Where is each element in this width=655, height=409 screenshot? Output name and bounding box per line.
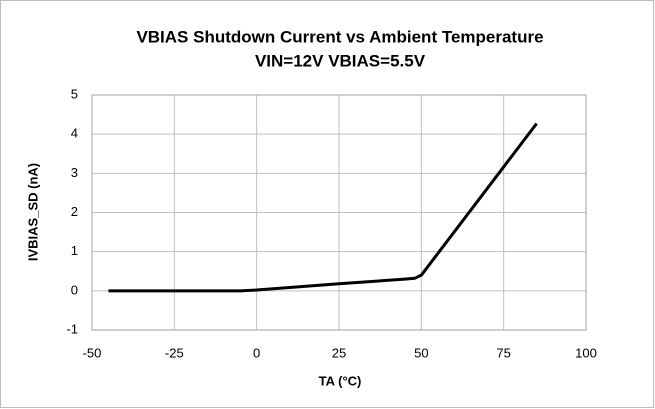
- y-tick-label: 1: [71, 243, 78, 258]
- x-axis-label: TA (°C): [319, 373, 362, 388]
- y-tick-label: 4: [71, 126, 78, 141]
- plot-area: [91, 94, 587, 331]
- y-tick-label: 5: [71, 86, 78, 101]
- x-tick-label: -50: [83, 345, 102, 360]
- data-line: [108, 122, 538, 293]
- chart-subtitle: VIN=12V VBIAS=5.5V: [255, 51, 426, 70]
- x-tick-label: 75: [496, 345, 510, 360]
- x-tick-label: -25: [165, 345, 184, 360]
- x-tick-label: 0: [253, 345, 260, 360]
- y-tick-label: 2: [71, 204, 78, 219]
- chart-title: VBIAS Shutdown Current vs Ambient Temper…: [136, 27, 543, 46]
- x-tick-label: 50: [414, 345, 428, 360]
- y-tick-label: 3: [71, 165, 78, 180]
- x-tick-label: 100: [575, 345, 597, 360]
- y-tick-label: -1: [66, 321, 78, 336]
- y-tick-label: 0: [71, 282, 78, 297]
- x-tick-label: 25: [332, 345, 346, 360]
- y-axis-label: IVBIAS_SD (nA): [25, 163, 40, 261]
